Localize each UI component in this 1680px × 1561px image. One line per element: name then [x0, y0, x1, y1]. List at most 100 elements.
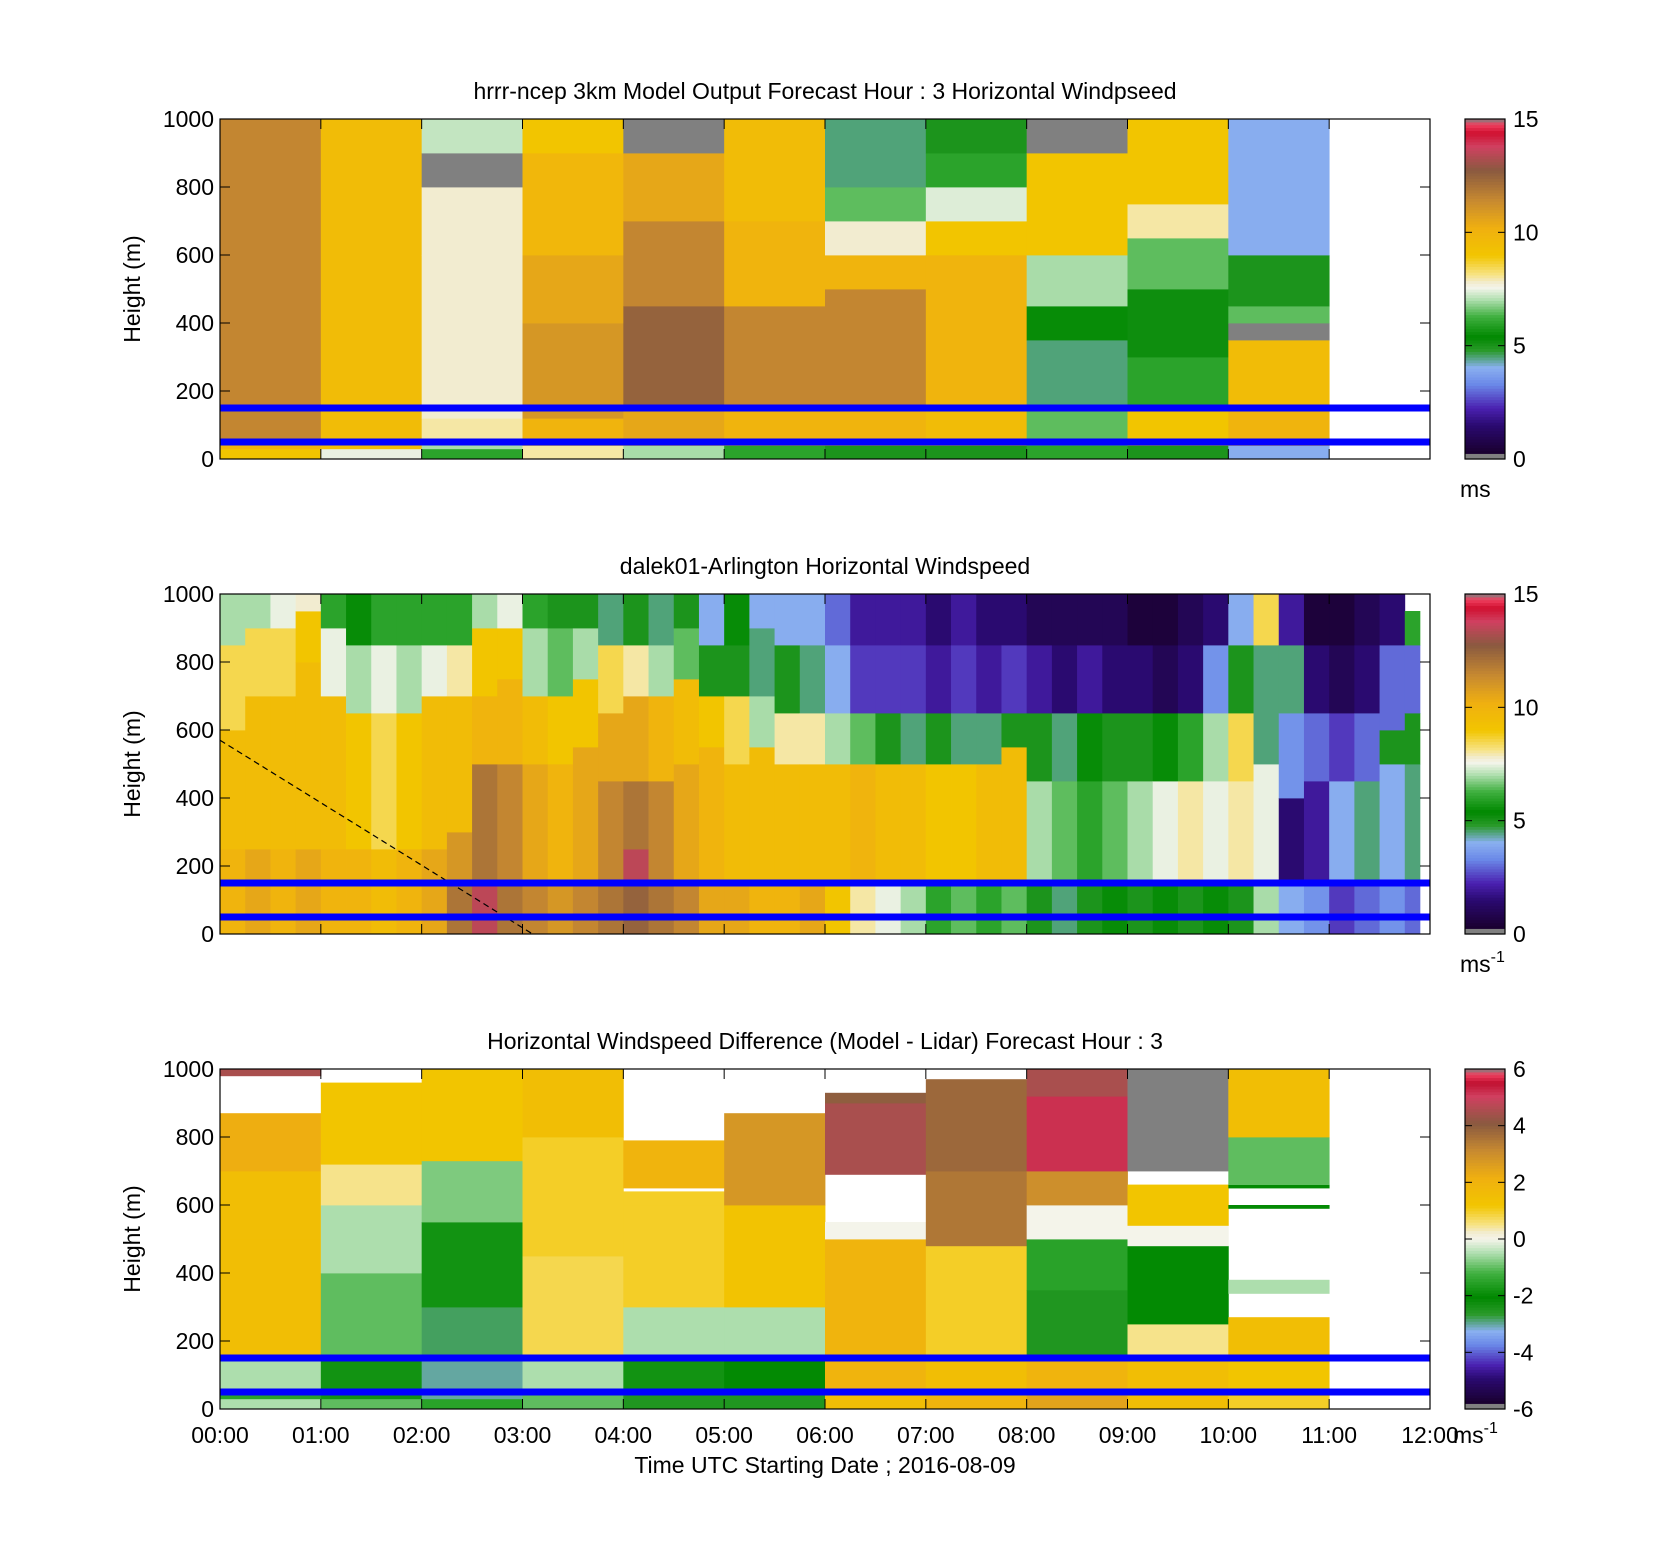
colorbar-swatch: [1465, 260, 1505, 265]
colorbar-swatch: [1465, 1094, 1505, 1098]
colorbar-swatch: [1465, 1315, 1505, 1319]
heatmap-cell: [724, 1205, 826, 1308]
heatmap-cell: [1228, 445, 1330, 460]
colorbar-swatch: [1465, 812, 1505, 816]
panel-1: 0 200 400 600 800 1000 hrrr-ncep 3km Model Out…: [119, 78, 1539, 502]
heatmap-cell: [623, 645, 649, 697]
colorbar-swatch: [1465, 608, 1505, 612]
colorbar-swatch: [1465, 809, 1505, 813]
colorbar-swatch: [1465, 1182, 1505, 1186]
colorbar-swatch: [1465, 192, 1505, 197]
dashed-trend-line: [219, 739, 533, 935]
colorbar-swatch: [1465, 1193, 1505, 1198]
colorbar-swatch: [1465, 266, 1505, 270]
heatmap-cell: [623, 1140, 725, 1189]
heatmap-cell: [976, 764, 1002, 884]
heatmap-cell: [421, 255, 523, 419]
colorbar-swatch: [1465, 1386, 1505, 1390]
heatmap-cell: [1077, 645, 1103, 714]
colorbar-swatch: [1465, 1241, 1505, 1246]
heatmap-cell: [421, 849, 448, 935]
colorbar-tick-label: 5: [1513, 333, 1526, 359]
colorbar-swatch: [1465, 928, 1505, 932]
colorbar-swatch: [1465, 147, 1505, 151]
heatmap-cell: [522, 1137, 624, 1257]
colorbar-swatch: [1465, 320, 1505, 324]
colorbar-swatch: [1465, 1171, 1505, 1175]
colorbar-swatch: [1465, 187, 1505, 191]
colorbar-swatch: [1465, 314, 1505, 318]
colorbar-swatch: [1465, 1321, 1505, 1325]
colorbar-swatch: [1465, 215, 1505, 219]
heatmap-cell: [472, 764, 498, 884]
heatmap-cell: [1379, 645, 1406, 731]
heatmap-cell: [1278, 713, 1305, 799]
colorbar-swatch: [1465, 1281, 1505, 1285]
heatmap-cell: [976, 594, 1002, 646]
colorbar-swatch: [1465, 1349, 1505, 1353]
colorbar-swatch: [1465, 175, 1505, 180]
heatmap-cell: [1001, 594, 1028, 646]
colorbar-swatch: [1465, 1199, 1505, 1203]
heatmap-cell: [472, 883, 498, 935]
heatmap-cell: [396, 713, 423, 850]
x-tick-label: 04:00: [595, 1422, 653, 1448]
heatmap-cell: [220, 1069, 322, 1077]
colorbar-swatch: [1465, 1329, 1505, 1334]
colorbar-swatch: [1465, 724, 1505, 728]
colorbar-swatch: [1465, 1213, 1505, 1217]
heatmap-cell: [951, 883, 977, 935]
heatmap-cell: [1379, 730, 1406, 765]
heatmap-cell: [825, 119, 927, 188]
heatmap-cell: [925, 713, 952, 765]
heatmap-cell: [1102, 883, 1128, 935]
heatmap-cell: [572, 883, 599, 935]
colorbar-swatch: [1465, 922, 1505, 927]
colorbar-swatch: [1465, 419, 1505, 423]
colorbar-swatch: [1465, 1239, 1505, 1243]
y-tick-label: 400: [176, 785, 214, 811]
heatmap-cell: [346, 713, 372, 850]
colorbar-swatch: [1465, 732, 1505, 737]
heatmap-cell: [1127, 238, 1229, 290]
colorbar-swatch: [1465, 713, 1505, 717]
colorbar-swatch: [1465, 1131, 1505, 1135]
heatmap-cell: [421, 153, 523, 188]
colorbar-swatch: [1465, 405, 1505, 409]
colorbar-swatch: [1465, 883, 1505, 887]
heatmap-cell: [900, 645, 927, 714]
heatmap-cell: [371, 713, 397, 850]
heatmap-cell: [572, 594, 599, 629]
colorbar-swatch: [1465, 846, 1505, 850]
colorbar-swatch: [1465, 413, 1505, 418]
heatmap-cell: [1152, 645, 1179, 714]
heatmap-cell: [799, 713, 826, 765]
heatmap-cell: [1152, 781, 1179, 884]
heatmap-cell: [1177, 645, 1204, 714]
colorbar-swatch: [1465, 656, 1505, 660]
colorbar-swatch: [1465, 854, 1505, 859]
colorbar-swatch: [1465, 1100, 1505, 1104]
heatmap-cell: [1203, 594, 1229, 646]
colorbar-tick-label: 0: [1513, 921, 1526, 947]
colorbar-swatch: [1465, 263, 1505, 267]
colorbar-swatch: [1465, 1196, 1505, 1200]
heatmap-cell: [925, 1245, 1028, 1355]
colorbar-swatch: [1465, 1179, 1505, 1183]
colorbar-swatch: [1465, 221, 1505, 225]
heatmap-cell: [446, 883, 473, 935]
colorbar-swatch: [1465, 351, 1505, 355]
heatmap-cell: [951, 594, 977, 646]
heatmap-cell: [1329, 645, 1355, 714]
x-tick-label: 00:00: [191, 1422, 249, 1448]
heatmap-cell: [825, 1395, 927, 1410]
colorbar-swatch: [1465, 817, 1505, 822]
y-tick-label: 0: [201, 921, 214, 947]
heatmap-cell: [522, 696, 549, 765]
colorbar-tick-label: -4: [1513, 1339, 1534, 1365]
heatmap-cell: [522, 628, 549, 697]
x-tick-label: 07:00: [897, 1422, 955, 1448]
heatmap-cell: [875, 883, 902, 935]
heatmap-cell: [951, 764, 977, 884]
colorbar-swatch: [1465, 337, 1505, 341]
